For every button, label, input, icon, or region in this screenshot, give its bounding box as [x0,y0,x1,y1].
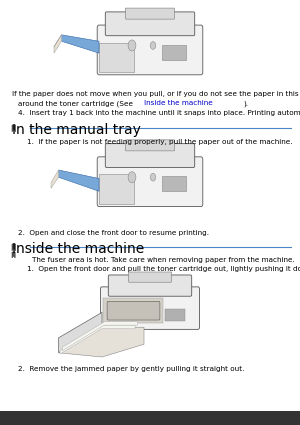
Polygon shape [58,312,102,353]
Polygon shape [12,252,15,258]
Polygon shape [58,327,144,357]
FancyBboxPatch shape [108,275,192,296]
Text: around the toner cartridge (See: around the toner cartridge (See [18,100,135,107]
FancyBboxPatch shape [97,157,203,207]
Polygon shape [54,35,62,53]
Text: 1.  Open the front door and pull the toner cartridge out, lightly pushing it dow: 1. Open the front door and pull the tone… [27,266,300,272]
Polygon shape [51,170,59,188]
Text: 4.  Insert tray 1 back into the machine until it snaps into place. Printing auto: 4. Insert tray 1 back into the machine u… [18,110,300,116]
Bar [99,174,134,204]
Circle shape [150,173,156,181]
Text: Inside the machine: Inside the machine [144,100,213,106]
Text: In the manual tray: In the manual tray [12,123,141,137]
Text: If the paper does not move when you pull, or if you do not see the paper in this: If the paper does not move when you pull… [12,91,300,97]
Polygon shape [58,170,99,191]
Text: ).: ). [243,100,248,107]
Polygon shape [12,244,16,251]
Polygon shape [12,125,16,132]
Text: 1.  If the paper is not feeding properly, pull the paper out of the machine.: 1. If the paper is not feeding properly,… [27,139,292,145]
Bar [162,45,186,60]
Polygon shape [60,325,135,354]
Bar [162,176,186,191]
FancyBboxPatch shape [105,144,195,167]
Circle shape [128,172,136,183]
FancyBboxPatch shape [125,140,175,151]
Polygon shape [62,322,137,351]
Text: 2.  Open and close the front door to resume printing.: 2. Open and close the front door to resu… [18,230,209,235]
Text: The fuser area is hot. Take care when removing paper from the machine.: The fuser area is hot. Take care when re… [32,257,294,263]
FancyBboxPatch shape [100,287,200,329]
FancyBboxPatch shape [97,25,203,75]
FancyBboxPatch shape [107,301,160,320]
Bar [165,309,184,321]
FancyBboxPatch shape [128,272,172,282]
FancyBboxPatch shape [105,12,195,36]
Bar [99,42,134,72]
FancyBboxPatch shape [125,8,175,19]
Bar [0,411,300,425]
Text: Inside the machine: Inside the machine [12,242,144,256]
Bar [103,298,164,323]
Polygon shape [61,35,99,53]
Circle shape [150,42,156,49]
Text: 2.  Remove the jammed paper by gently pulling it straight out.: 2. Remove the jammed paper by gently pul… [18,366,244,371]
Circle shape [128,40,136,51]
